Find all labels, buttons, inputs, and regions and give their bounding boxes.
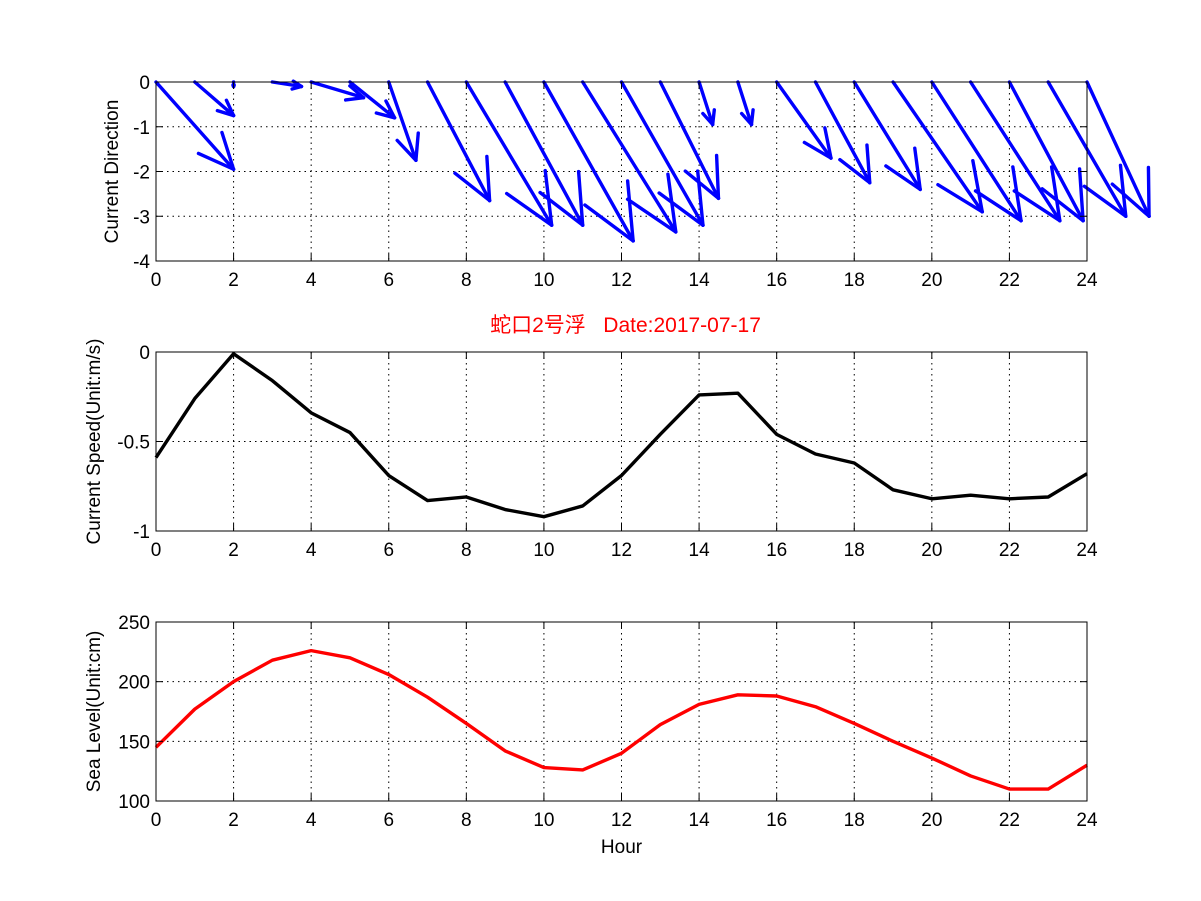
x-tick-label: 4 xyxy=(306,540,317,561)
x-tick-label: 24 xyxy=(1076,810,1098,831)
x-tick-label: 4 xyxy=(306,810,317,831)
x-tick-label: 8 xyxy=(461,270,472,291)
x-tick-label: 8 xyxy=(461,540,472,561)
sea-level-grid xyxy=(156,622,1087,801)
direction-arrow xyxy=(697,80,716,127)
current-speed-title: 蛇口2号浮 Date:2017-07-17 xyxy=(490,314,761,337)
current-speed-y-axis-label: Current Speed(Unit:m/s) xyxy=(84,339,105,545)
x-tick-label: 14 xyxy=(689,540,711,561)
x-tick-label: 8 xyxy=(461,810,472,831)
x-tick-label: 14 xyxy=(689,810,711,831)
x-tick-label: 22 xyxy=(999,540,1020,561)
current-speed-x-ticks: 0 2 4 6 8 10 12 14 16 18 20 22 24 xyxy=(151,352,1098,561)
current-speed-y-ticks: 0 -0.5 -1 xyxy=(117,343,1087,543)
x-tick-label: 0 xyxy=(151,810,162,831)
x-tick-label: 12 xyxy=(611,540,632,561)
y-tick-label: 150 xyxy=(118,732,150,753)
sea-level-series xyxy=(154,648,1088,791)
y-tick-label: -1 xyxy=(133,522,150,543)
series-line xyxy=(154,352,1088,519)
y-tick-label: 200 xyxy=(118,673,150,694)
x-tick-label: 6 xyxy=(383,270,394,291)
x-tick-label: 10 xyxy=(533,270,554,291)
x-tick-label: 16 xyxy=(766,810,787,831)
x-tick-label: 10 xyxy=(533,810,554,831)
x-tick-label: 20 xyxy=(921,270,942,291)
x-tick-label: 2 xyxy=(228,810,239,831)
direction-arrow xyxy=(852,80,922,192)
direction-arrow xyxy=(387,80,420,163)
current-direction-y-axis-label: Current Direction xyxy=(102,100,123,244)
x-tick-label: 10 xyxy=(533,540,554,561)
x-tick-label: 0 xyxy=(151,540,162,561)
current-speed-panel: 蛇口2号浮 Date:2017-07-17 0 2 4 6 8 10 12 14 16 18 20 2… xyxy=(84,314,1098,561)
series-line xyxy=(154,648,1088,791)
x-tick-label: 0 xyxy=(151,270,162,291)
y-tick-label: 0 xyxy=(139,343,150,364)
x-tick-label: 12 xyxy=(611,810,632,831)
x-tick-label: 14 xyxy=(689,270,711,291)
direction-arrow xyxy=(193,80,236,118)
x-tick-label: 16 xyxy=(766,540,787,561)
x-tick-label: 4 xyxy=(306,270,317,291)
sea-level-y-ticks: 100 150 200 250 xyxy=(118,613,1087,813)
direction-arrow xyxy=(968,80,1062,223)
sea-level-x-axis-label: Hour xyxy=(601,837,643,858)
direction-arrow xyxy=(348,80,397,120)
y-tick-label: -4 xyxy=(133,252,150,273)
y-tick-label: -3 xyxy=(133,207,150,228)
direction-arrow xyxy=(154,80,236,171)
x-tick-label: 6 xyxy=(383,540,394,561)
x-tick-label: 18 xyxy=(844,540,865,561)
x-tick-label: 6 xyxy=(383,810,394,831)
y-tick-label: -0.5 xyxy=(117,433,150,454)
x-tick-label: 12 xyxy=(611,270,632,291)
direction-arrow xyxy=(425,80,492,203)
x-tick-label: 20 xyxy=(921,810,942,831)
x-tick-label: 24 xyxy=(1076,270,1098,291)
direction-arrow xyxy=(774,80,833,160)
y-tick-label: -1 xyxy=(133,118,150,139)
x-tick-label: 2 xyxy=(228,270,239,291)
x-tick-label: 18 xyxy=(844,810,865,831)
current-direction-x-ticks: 0 2 4 6 8 10 12 14 16 18 20 22 24 xyxy=(151,82,1098,291)
x-tick-label: 22 xyxy=(999,810,1020,831)
sea-level-x-ticks: 0 2 4 6 8 10 12 14 16 18 20 22 24 xyxy=(151,622,1098,831)
direction-arrow xyxy=(503,80,585,227)
x-tick-label: 16 xyxy=(766,270,787,291)
current-direction-arrows xyxy=(154,79,1151,243)
current-direction-y-ticks: 0 -1 -2 -3 -4 xyxy=(133,73,1087,273)
x-tick-label: 20 xyxy=(921,540,942,561)
direction-arrow xyxy=(813,80,872,185)
direction-arrow xyxy=(1085,80,1151,218)
y-tick-label: 0 xyxy=(139,73,150,94)
sea-level-y-axis-label: Sea Level(Unit:cm) xyxy=(84,631,105,793)
direction-arrow xyxy=(891,80,984,214)
direction-arrow xyxy=(658,80,721,201)
direction-arrow xyxy=(736,80,755,127)
direction-arrow xyxy=(309,80,366,102)
direction-arrow xyxy=(542,80,635,243)
y-tick-label: -2 xyxy=(133,163,150,184)
current-speed-series xyxy=(154,352,1088,519)
x-tick-label: 2 xyxy=(228,540,239,561)
y-tick-label: 250 xyxy=(118,613,150,634)
y-tick-label: 100 xyxy=(118,792,150,813)
current-direction-panel: 0 2 4 6 8 10 12 14 16 18 20 22 24 0-1-2-3-4 Current … xyxy=(102,73,1151,291)
x-tick-label: 18 xyxy=(844,270,865,291)
current-speed-grid xyxy=(156,352,1087,531)
direction-arrow xyxy=(1007,80,1085,223)
x-tick-label: 24 xyxy=(1076,540,1098,561)
x-tick-label: 22 xyxy=(999,270,1020,291)
